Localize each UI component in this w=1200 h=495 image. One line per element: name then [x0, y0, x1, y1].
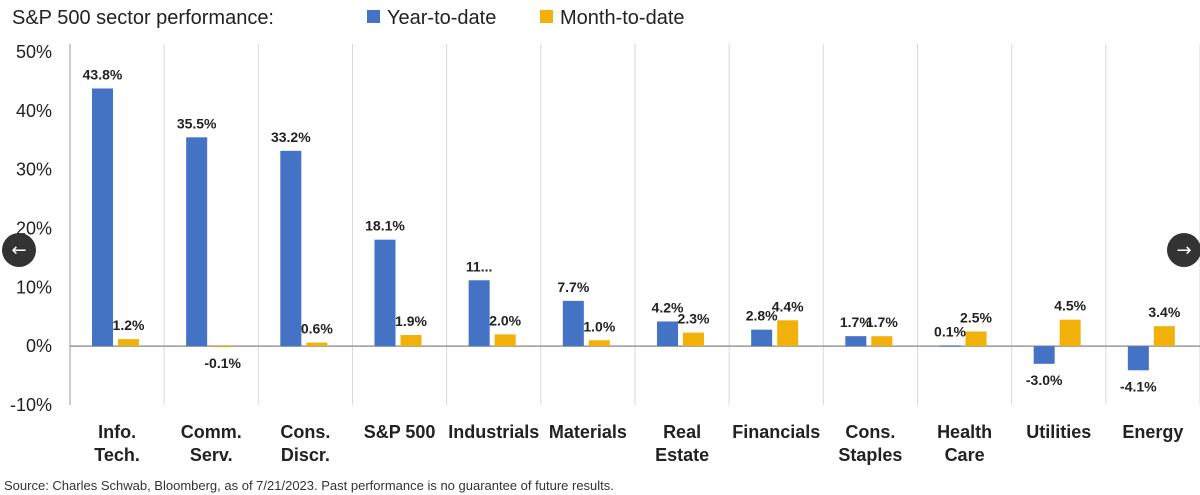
data-label: 3.4%	[1148, 304, 1180, 320]
arrow-right-icon: →	[1176, 239, 1192, 261]
x-category-label: Materials	[549, 422, 627, 442]
data-label: 0.1%	[934, 324, 966, 340]
bar-ytd	[1127, 346, 1149, 371]
arrow-left-icon: ←	[11, 239, 27, 261]
legend-label-0: Year-to-date	[387, 7, 496, 29]
bar-ytd	[939, 345, 961, 347]
bar-mtd	[1059, 319, 1081, 347]
x-category-label: Financials	[732, 422, 820, 442]
bar-mtd	[400, 334, 422, 347]
bar-ytd	[657, 321, 678, 347]
grid-lines	[69, 44, 1200, 405]
x-category-label: Health Care	[937, 422, 992, 465]
data-label: 1.7%	[866, 314, 898, 330]
data-label: 1.2%	[113, 317, 145, 333]
x-category-label: Cons. Discr.	[280, 422, 330, 465]
data-label: 11...	[466, 258, 492, 274]
data-label: 2.0%	[489, 312, 521, 328]
bar-mtd	[871, 336, 893, 347]
data-label: 2.5%	[960, 309, 992, 325]
bar-ytd	[374, 239, 396, 347]
bar-mtd	[494, 334, 516, 347]
legend: Year-to-date Month-to-date	[367, 7, 685, 29]
bar-ytd	[186, 137, 208, 347]
data-label: -0.1%	[204, 355, 241, 371]
legend-swatch-0	[367, 10, 380, 23]
data-label: 33.2%	[271, 129, 311, 145]
data-label: 35.5%	[177, 115, 217, 131]
x-axis-labels: Info. Tech. Comm. Serv. Cons. Discr. S&P 500 In…	[94, 422, 1183, 465]
bar-ytd	[562, 300, 584, 347]
y-tick-label: 10%	[16, 277, 52, 297]
x-category-label: Info. Tech.	[94, 422, 140, 465]
y-tick-label: -10%	[10, 395, 52, 415]
bar-mtd	[212, 346, 234, 348]
data-label: 1.0%	[583, 318, 615, 334]
x-category-label: Comm. Serv.	[181, 422, 242, 465]
bar-mtd	[118, 339, 139, 347]
bar-ytd	[468, 280, 490, 347]
y-tick-label: 50%	[16, 42, 52, 62]
bar-mtd	[965, 331, 987, 347]
next-arrow-button[interactable]: →	[1167, 233, 1200, 267]
x-category-label: Cons. Staples	[838, 422, 902, 465]
bar-ytd	[1033, 346, 1055, 364]
previous-arrow-button[interactable]: ←	[2, 233, 36, 267]
x-category-label: Energy	[1122, 422, 1183, 442]
legend-swatch-1	[540, 10, 553, 23]
chart-title: S&P 500 sector performance:	[12, 7, 274, 29]
data-label: 43.8%	[83, 66, 123, 82]
y-tick-label: 40%	[16, 101, 52, 121]
y-tick-label: 30%	[16, 160, 52, 180]
x-category-label: S&P 500	[364, 422, 436, 442]
data-labels: 43.8% 1.2% 35.5% -0.1% 33.2% 0.6% 18.1% 1.9% 11.…	[83, 66, 1181, 394]
data-label: 7.7%	[557, 279, 589, 295]
bar-mtd	[683, 332, 704, 347]
data-label: -3.0%	[1026, 372, 1063, 388]
legend-label-1: Month-to-date	[560, 7, 685, 29]
x-category-label: Industrials	[448, 422, 539, 442]
data-label: 4.4%	[772, 298, 804, 314]
data-label: 1.7%	[840, 314, 872, 330]
x-category-label: Utilities	[1026, 422, 1091, 442]
bar-mtd	[588, 340, 610, 347]
bar-mtd	[1153, 326, 1175, 347]
data-label: -4.1%	[1120, 378, 1157, 394]
y-axis: -10%0%10%20%30%40%50%	[10, 42, 52, 415]
source-note: Source: Charles Schwab, Bloomberg, as of…	[4, 478, 614, 493]
data-label: 2.8%	[746, 308, 778, 324]
data-label: 1.9%	[395, 313, 427, 329]
bar-ytd	[92, 88, 113, 347]
data-label: 4.5%	[1054, 298, 1086, 314]
bar-mtd	[306, 342, 328, 347]
data-label: 18.1%	[365, 218, 405, 234]
data-label: 2.3%	[678, 311, 710, 327]
y-tick-label: 0%	[26, 336, 52, 356]
bar-ytd	[280, 150, 302, 347]
bar-ytd	[845, 336, 867, 347]
data-label: 0.6%	[301, 321, 333, 337]
bar-mtd	[777, 320, 799, 347]
bar-ytd	[751, 329, 773, 347]
x-category-label: Real Estate	[655, 422, 709, 465]
data-label: 4.2%	[652, 299, 684, 315]
bars	[92, 88, 1175, 371]
